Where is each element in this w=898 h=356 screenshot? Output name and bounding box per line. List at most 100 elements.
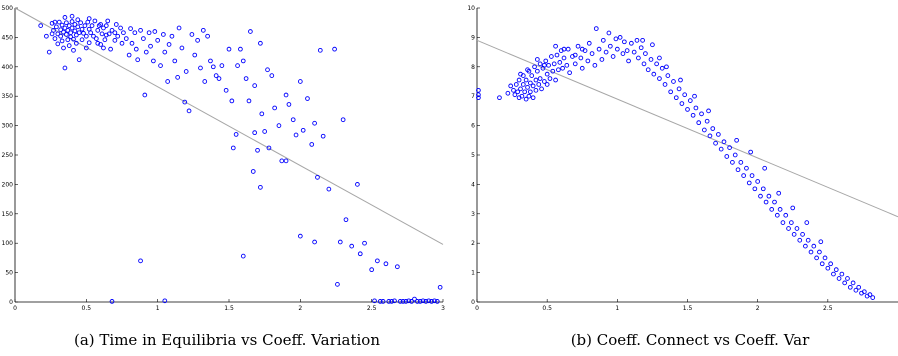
data-point bbox=[46, 49, 52, 55]
data-point bbox=[525, 85, 530, 90]
data-point bbox=[744, 165, 749, 171]
data-point bbox=[82, 23, 88, 28]
data-point bbox=[297, 233, 303, 239]
data-point bbox=[389, 299, 394, 304]
data-point bbox=[202, 79, 208, 84]
data-point bbox=[142, 92, 148, 98]
data-point bbox=[572, 61, 578, 67]
data-point bbox=[106, 31, 112, 37]
data-point bbox=[216, 76, 222, 81]
data-point bbox=[186, 108, 192, 114]
data-point bbox=[550, 68, 556, 74]
data-point bbox=[560, 65, 565, 71]
data-point bbox=[54, 24, 59, 30]
data-point bbox=[266, 145, 272, 151]
data-point bbox=[397, 299, 403, 304]
data-point bbox=[71, 36, 76, 42]
trend-line bbox=[476, 39, 898, 218]
data-point bbox=[355, 182, 360, 187]
data-point bbox=[146, 30, 152, 36]
data-point bbox=[631, 49, 637, 55]
data-point bbox=[534, 68, 540, 74]
data-point bbox=[59, 38, 65, 44]
data-point bbox=[88, 30, 93, 36]
data-point bbox=[640, 37, 645, 43]
data-point bbox=[721, 139, 727, 145]
y-tick-label: 300 bbox=[2, 123, 14, 130]
data-point bbox=[369, 267, 375, 273]
data-point bbox=[79, 26, 85, 32]
y-tick-label: 5 bbox=[471, 152, 475, 159]
data-point bbox=[262, 129, 268, 134]
data-point bbox=[75, 24, 81, 30]
data-point bbox=[547, 76, 553, 81]
data-point bbox=[665, 73, 671, 78]
data-point bbox=[780, 220, 786, 225]
data-point bbox=[572, 52, 578, 58]
data-point bbox=[161, 32, 166, 37]
data-point bbox=[305, 96, 310, 101]
data-point bbox=[58, 27, 64, 33]
data-point bbox=[610, 54, 616, 59]
data-point bbox=[437, 284, 443, 290]
data-point bbox=[579, 46, 585, 52]
data-point bbox=[748, 149, 753, 155]
data-point bbox=[557, 60, 563, 65]
data-point bbox=[109, 27, 115, 33]
data-point bbox=[696, 120, 702, 126]
data-point bbox=[861, 289, 867, 295]
data-point bbox=[476, 92, 481, 98]
data-point bbox=[539, 86, 544, 92]
data-point bbox=[870, 295, 876, 300]
data-point bbox=[69, 19, 75, 24]
data-point bbox=[713, 140, 718, 146]
data-point bbox=[543, 58, 549, 64]
data-point bbox=[55, 31, 61, 37]
y-tick-label: 0 bbox=[471, 299, 475, 306]
data-point bbox=[409, 299, 414, 304]
data-point bbox=[762, 165, 768, 171]
y-tick-label: 500 bbox=[2, 5, 14, 12]
data-point bbox=[392, 298, 397, 304]
data-point bbox=[123, 36, 129, 41]
data-point bbox=[839, 271, 845, 277]
data-point bbox=[326, 186, 332, 192]
data-point bbox=[429, 299, 434, 304]
data-point bbox=[692, 93, 697, 99]
data-point bbox=[83, 45, 89, 51]
data-point bbox=[600, 37, 606, 43]
data-point bbox=[112, 30, 118, 36]
data-point bbox=[76, 30, 82, 36]
data-point bbox=[138, 258, 143, 264]
data-point bbox=[133, 46, 139, 52]
data-point bbox=[659, 65, 665, 71]
data-point bbox=[664, 64, 669, 70]
data-point bbox=[109, 299, 115, 304]
data-point bbox=[578, 55, 584, 61]
data-point bbox=[536, 82, 542, 87]
data-point bbox=[636, 55, 641, 61]
data-point bbox=[343, 217, 349, 223]
data-point bbox=[741, 173, 746, 178]
data-point bbox=[89, 23, 95, 28]
x-tick-label: 0.5 bbox=[542, 305, 552, 312]
panel-a-time-in-equilibria: 0 0.5 1 1.5 2 2.5 3 0 50 100 150 200 250 300 350 400 450… bbox=[2, 5, 446, 312]
data-point bbox=[755, 179, 761, 184]
data-point bbox=[676, 86, 682, 92]
data-point bbox=[544, 71, 550, 77]
data-point bbox=[108, 46, 113, 52]
data-point bbox=[432, 298, 437, 304]
data-point bbox=[61, 45, 66, 51]
data-point bbox=[105, 18, 111, 24]
data-point bbox=[126, 52, 132, 58]
data-point bbox=[235, 63, 240, 68]
data-point bbox=[565, 46, 571, 52]
data-point bbox=[673, 95, 679, 101]
data-point bbox=[856, 284, 862, 290]
x-tick-label: 1 bbox=[156, 305, 160, 312]
data-point bbox=[69, 13, 75, 19]
data-point bbox=[716, 132, 721, 137]
data-point bbox=[276, 123, 282, 128]
data-point bbox=[707, 133, 713, 139]
data-point bbox=[406, 298, 412, 304]
